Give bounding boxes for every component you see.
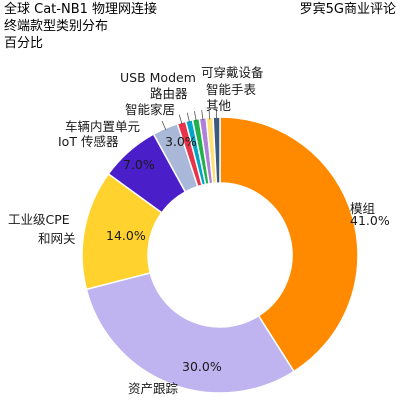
slice-label-10: 其他 — [206, 98, 232, 113]
leader-line-7 — [194, 111, 197, 122]
slice-value-0: 41.0% — [350, 213, 390, 228]
slice-label-5: 智能家居 — [125, 102, 175, 117]
slice-label-7: USB Modem — [120, 70, 196, 85]
chart-title-line-3: 百分比 — [4, 36, 43, 51]
slice-label-1: 资产跟踪 — [128, 381, 179, 396]
slice-label-3: IoT 传感器 — [58, 134, 119, 149]
chart-title-line-1: 全球 Cat-NB1 物理网连接 — [4, 1, 157, 17]
leader-line-5 — [178, 114, 183, 125]
pie-slice-0 — [219, 116, 359, 373]
slice-value-2: 14.0% — [106, 228, 146, 243]
leader-line-9 — [208, 109, 211, 120]
chart-source: 罗宾5G商业评论 — [300, 1, 396, 17]
slice-label-0: 模组 — [350, 201, 375, 216]
pie-slice-1 — [85, 271, 295, 394]
leader-line-4 — [161, 120, 167, 131]
pie-slice-10 — [212, 116, 221, 184]
slice-label-2-line-0: 工业级CPE — [8, 212, 70, 227]
slice-label-2-line-1: 和网关 — [38, 231, 76, 246]
slice-label-9: 智能手表 — [206, 82, 257, 97]
slice-label-4: 车辆内置单元 — [65, 119, 140, 134]
chart-title-line-2: 终端款型类别分布 — [4, 18, 108, 34]
slice-label-8: 可穿戴设备 — [201, 65, 264, 80]
slice-value-3: 7.0% — [123, 157, 155, 172]
leader-line-6 — [186, 112, 190, 123]
slice-label-6: 路由器 — [150, 86, 188, 101]
leader-line-8 — [201, 110, 204, 121]
slice-value-1: 30.0% — [182, 359, 222, 374]
slice-value-4: 3.0% — [165, 134, 197, 149]
